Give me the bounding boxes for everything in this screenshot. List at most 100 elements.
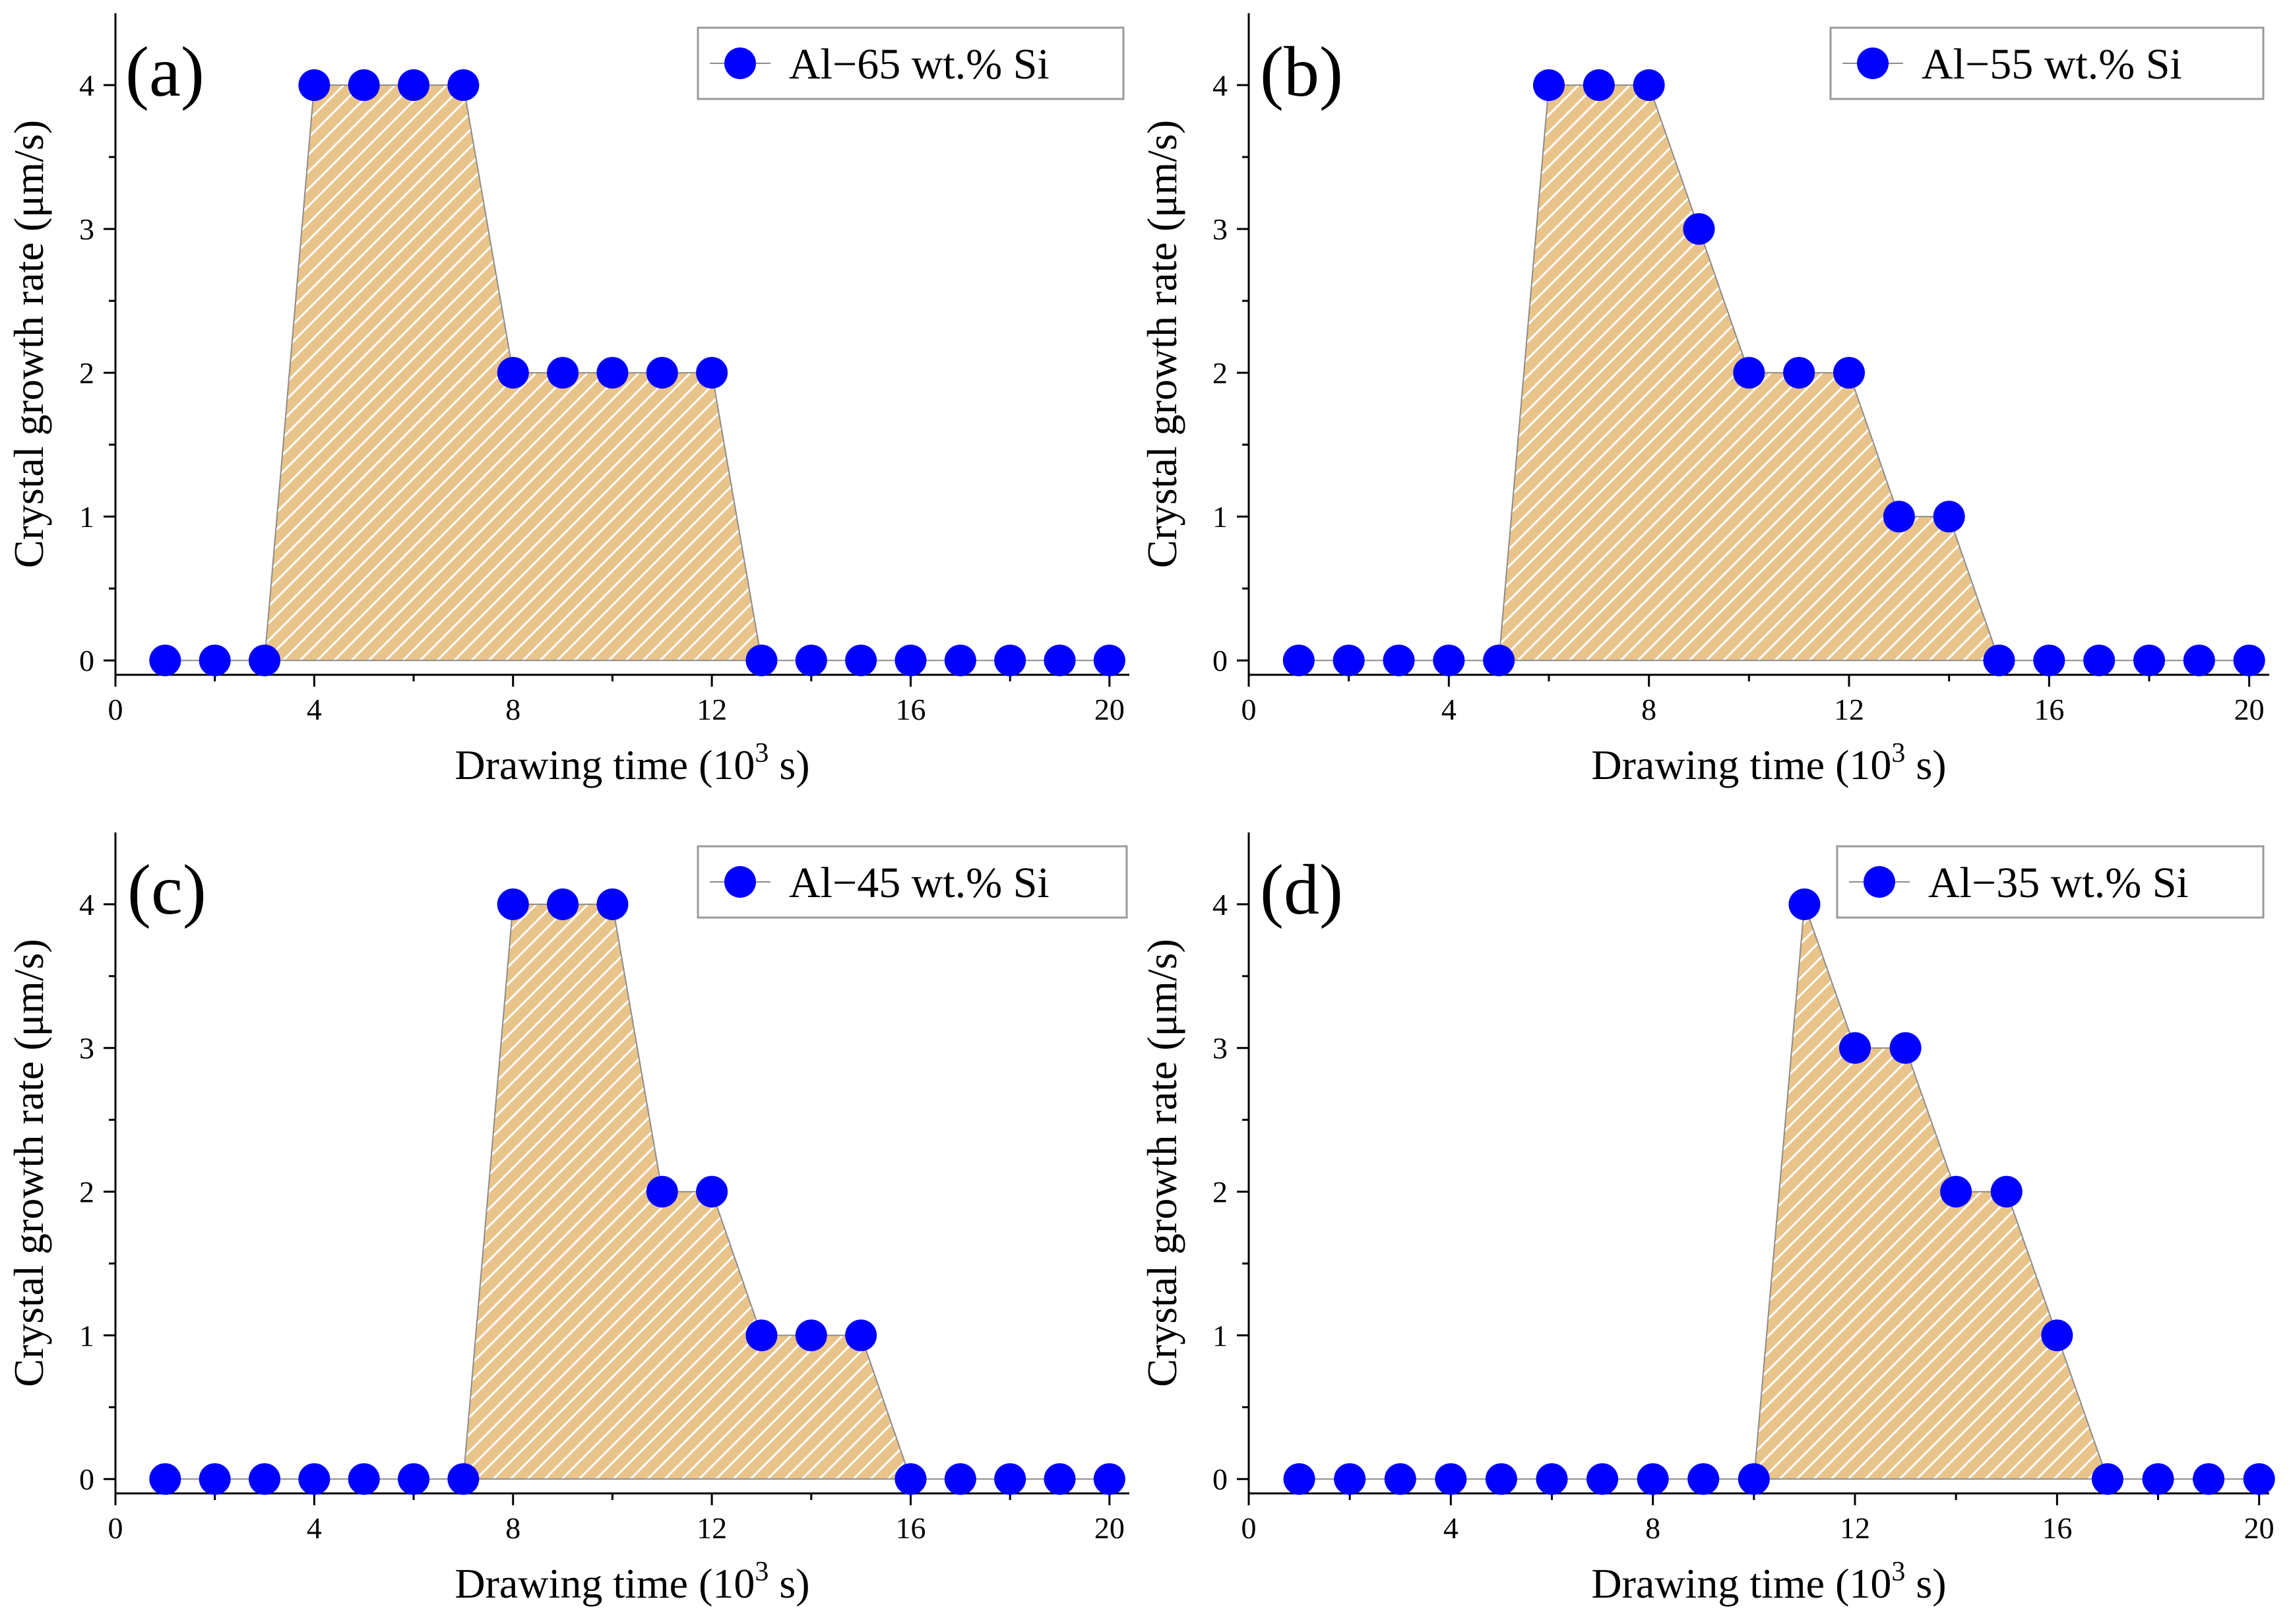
x-tick-label: 16 xyxy=(2034,693,2064,726)
y-tick-label: 0 xyxy=(79,644,94,677)
data-point xyxy=(447,69,480,102)
y-tick-label: 3 xyxy=(1212,212,1228,246)
legend: Al−35 wt.% Si xyxy=(1836,845,2265,919)
data-point xyxy=(1483,644,1515,677)
legend-label: Al−35 wt.% Si xyxy=(1928,859,2189,907)
data-point xyxy=(944,1463,976,1495)
data-point xyxy=(398,1463,430,1495)
y-tick-label: 4 xyxy=(79,888,94,921)
data-point xyxy=(1633,69,1665,102)
data-point xyxy=(1683,213,1715,245)
y-tick-label: 2 xyxy=(1212,1175,1228,1209)
y-tick-label: 0 xyxy=(1212,1462,1228,1496)
legend: Al−55 wt.% Si xyxy=(1829,26,2265,100)
data-point xyxy=(1839,1032,1871,1064)
x-tick-label: 0 xyxy=(1241,1511,1257,1545)
data-point xyxy=(1586,1463,1619,1495)
x-tick-label: 20 xyxy=(2244,1511,2275,1545)
x-tick-label: 16 xyxy=(895,1511,926,1545)
y-axis-title: Crystal growth rate (μm/s) xyxy=(1139,939,1185,1387)
y-axis-title: Crystal growth rate (μm/s) xyxy=(5,120,52,569)
legend-label: Al−55 wt.% Si xyxy=(1922,40,2182,88)
data-point xyxy=(696,357,728,389)
x-tick-label: 12 xyxy=(697,693,727,726)
data-point xyxy=(745,644,778,677)
x-tick-label: 16 xyxy=(895,693,926,726)
data-point xyxy=(298,69,330,102)
data-point xyxy=(894,644,927,677)
data-point xyxy=(298,1463,330,1495)
x-tick-label: 12 xyxy=(697,1511,727,1545)
y-tick-label: 1 xyxy=(1212,1319,1228,1352)
data-point xyxy=(646,357,678,389)
data-point xyxy=(994,1463,1026,1495)
data-point xyxy=(497,357,529,389)
x-axis-title: Drawing time (103 s) xyxy=(455,738,809,788)
filled-area xyxy=(1298,84,2249,662)
data-point xyxy=(894,1463,927,1495)
y-tick-label: 4 xyxy=(1212,888,1228,921)
data-point xyxy=(1788,888,1821,920)
data-point xyxy=(845,644,877,677)
data-point xyxy=(1983,644,2015,677)
x-tick-label: 8 xyxy=(1641,693,1656,726)
filled-area xyxy=(165,84,1110,662)
data-point xyxy=(845,1319,877,1352)
x-axis-title: Drawing time (103 s) xyxy=(1591,738,1946,788)
data-point xyxy=(1485,1463,1517,1495)
x-tick-label: 4 xyxy=(307,693,322,726)
x-tick-label: 12 xyxy=(1834,693,1864,726)
data-point xyxy=(1889,1032,1922,1064)
data-point xyxy=(1933,501,1965,533)
x-tick-label: 8 xyxy=(505,1511,520,1545)
y-tick-label: 3 xyxy=(79,1032,94,1065)
data-point xyxy=(1833,357,1865,389)
legend-label: Al−45 wt.% Si xyxy=(789,859,1050,907)
data-point xyxy=(1433,644,1465,677)
legend-marker xyxy=(724,866,756,898)
data-point xyxy=(447,1463,480,1495)
data-point xyxy=(398,69,430,102)
x-tick-label: 8 xyxy=(505,693,520,726)
data-point xyxy=(149,1463,181,1495)
data-point xyxy=(1044,1463,1076,1495)
data-point xyxy=(249,644,281,677)
panel-label: (d) xyxy=(1260,851,1343,929)
data-point xyxy=(1583,69,1615,102)
data-point xyxy=(1738,1463,1770,1495)
data-point xyxy=(348,1463,380,1495)
x-axis-title: Drawing time (103 s) xyxy=(455,1557,809,1607)
data-point xyxy=(1536,1463,1568,1495)
data-point xyxy=(795,1319,827,1352)
y-tick-label: 4 xyxy=(79,69,94,102)
y-tick-label: 4 xyxy=(1212,69,1228,102)
data-point xyxy=(1282,644,1315,677)
data-point xyxy=(2142,1463,2174,1495)
x-tick-label: 0 xyxy=(108,1511,123,1545)
y-tick-label: 0 xyxy=(1212,644,1228,677)
data-point xyxy=(497,888,529,920)
data-point xyxy=(1883,501,1915,533)
data-point xyxy=(596,357,629,389)
data-point xyxy=(1093,644,1125,677)
legend-marker xyxy=(1857,47,1889,79)
data-point xyxy=(2193,1463,2225,1495)
data-point xyxy=(1940,1175,1972,1208)
data-point xyxy=(1384,1463,1416,1495)
legend: Al−45 wt.% Si xyxy=(697,845,1128,919)
data-point xyxy=(1990,1175,2023,1208)
y-tick-label: 3 xyxy=(1212,1032,1228,1065)
x-tick-label: 0 xyxy=(1241,693,1257,726)
x-tick-label: 4 xyxy=(1441,693,1457,726)
x-tick-label: 0 xyxy=(108,693,123,726)
data-point xyxy=(1435,1463,1467,1495)
x-tick-label: 4 xyxy=(307,1511,322,1545)
data-point xyxy=(646,1175,678,1208)
filled-area xyxy=(165,903,1110,1480)
data-point xyxy=(745,1319,778,1352)
y-tick-label: 2 xyxy=(79,356,94,390)
data-point xyxy=(1044,644,1076,677)
y-tick-label: 1 xyxy=(1212,500,1228,534)
data-point xyxy=(696,1175,728,1208)
